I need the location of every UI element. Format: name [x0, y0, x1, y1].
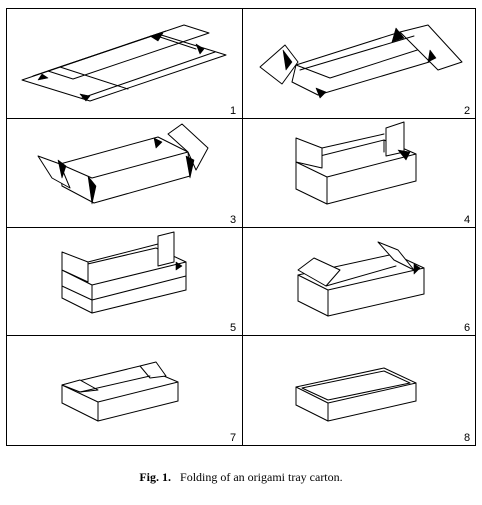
step-4-box-with-flaps	[295, 121, 417, 205]
panel-8	[242, 335, 476, 446]
step-6-tucking-flap	[297, 241, 425, 317]
panel-3	[6, 118, 243, 228]
step-2-sides-lifting	[259, 24, 463, 99]
panel-number-7: 7	[230, 432, 236, 444]
panel-number-2: 2	[464, 105, 470, 117]
caption-text: Folding of an origami tray carton.	[180, 470, 343, 484]
step-3-corners-folding	[37, 123, 209, 205]
panel-7	[6, 335, 243, 446]
panel-5	[6, 227, 243, 336]
panel-number-3: 3	[230, 214, 236, 226]
step-5-flaps-folding-down	[61, 231, 187, 314]
step-1-flat-blank	[21, 24, 227, 102]
panel-number-4: 4	[464, 214, 470, 226]
figure-caption: Fig. 1. Folding of an origami tray carto…	[0, 470, 482, 485]
panel-4	[242, 118, 476, 228]
panel-1	[6, 8, 243, 119]
panel-6	[242, 227, 476, 336]
caption-label: Fig. 1.	[139, 470, 172, 484]
panel-number-5: 5	[230, 322, 236, 334]
step-7-last-flap	[61, 361, 179, 422]
panel-number-8: 8	[464, 432, 470, 444]
panel-number-1: 1	[230, 105, 236, 117]
step-8-finished-tray	[295, 367, 417, 422]
panel-number-6: 6	[464, 322, 470, 334]
